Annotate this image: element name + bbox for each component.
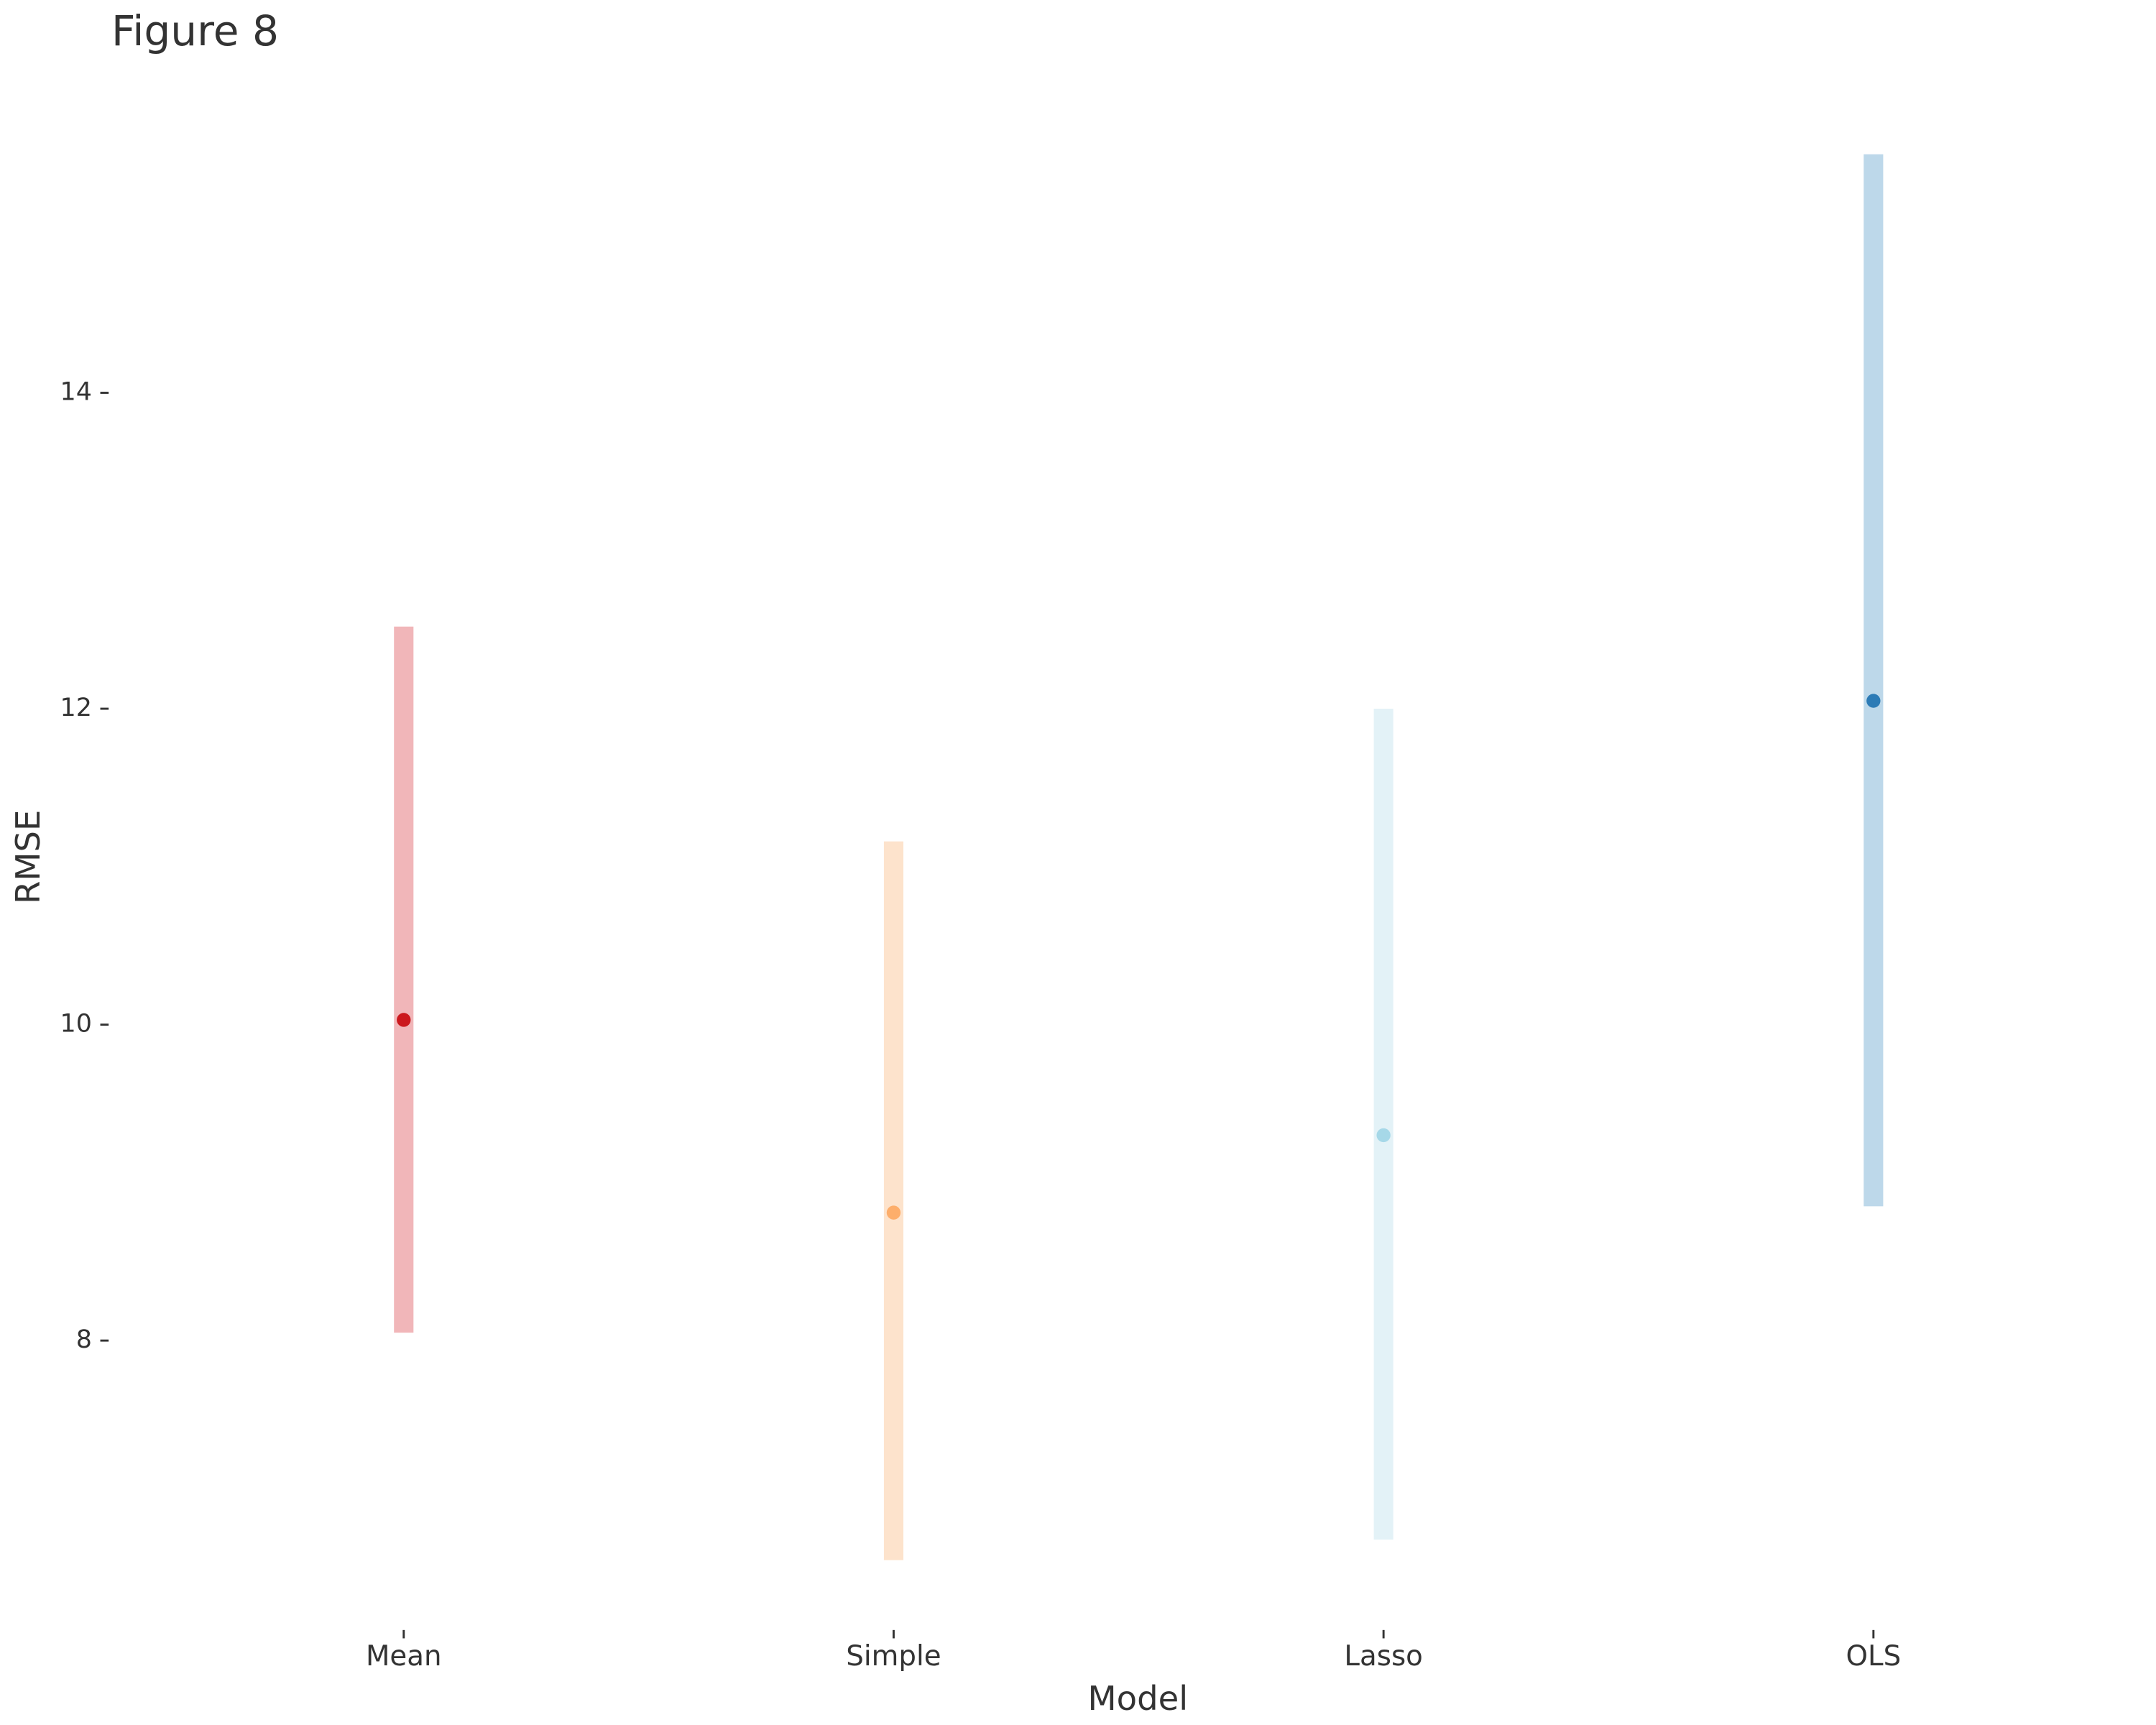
- point: [1376, 1128, 1391, 1143]
- point: [1866, 694, 1881, 708]
- y-axis-label: RMSE: [9, 810, 47, 904]
- chart-title: Figure 8: [111, 6, 279, 55]
- x-axis-label: Model: [1088, 1679, 1189, 1718]
- point: [886, 1205, 901, 1220]
- x-tick-label: OLS: [1846, 1640, 1901, 1673]
- x-tick-label: Mean: [366, 1640, 442, 1673]
- point: [397, 1013, 411, 1027]
- y-tick-label: 8: [76, 1325, 92, 1354]
- interval-band: [1373, 709, 1393, 1540]
- x-tick-label: Simple: [846, 1640, 941, 1673]
- interval-band: [1864, 154, 1884, 1207]
- interval-band: [394, 626, 414, 1333]
- y-tick-label: 12: [60, 694, 92, 722]
- y-tick-label: 10: [60, 1010, 92, 1039]
- interval-band: [883, 841, 904, 1560]
- x-tick-label: Lasso: [1344, 1640, 1422, 1673]
- y-tick-label: 14: [60, 377, 92, 406]
